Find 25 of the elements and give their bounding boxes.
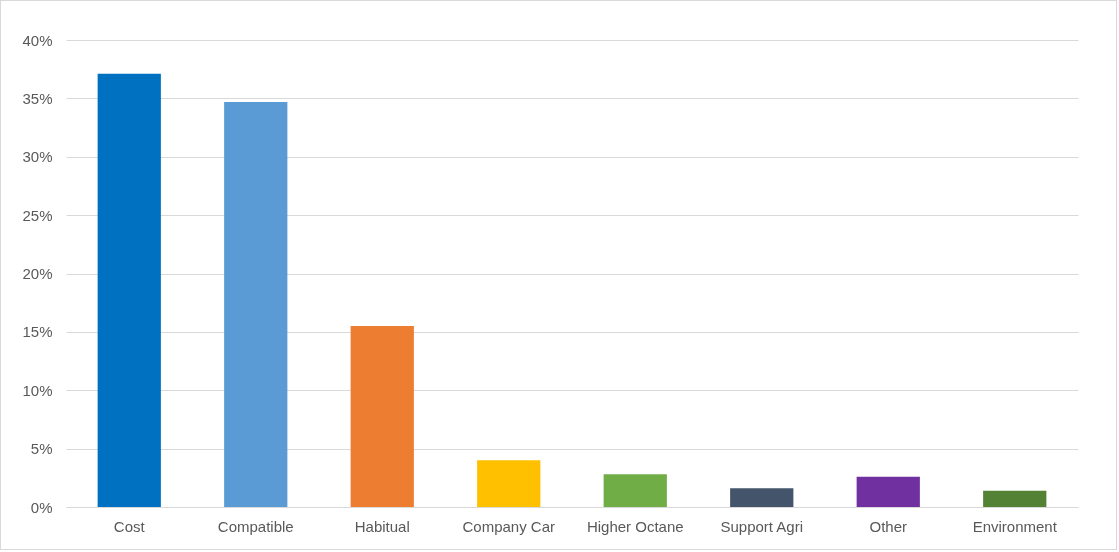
bar [350,326,414,507]
x-tick-label: Habitual [354,517,410,535]
y-tick-label: 15% [22,323,53,341]
bar [730,488,794,507]
y-tick-label: 10% [22,381,53,399]
y-tick-label: 30% [22,148,53,166]
y-tick-label: 5% [30,440,53,458]
bar [983,490,1047,507]
bar [856,476,920,507]
bar [603,474,667,507]
y-tick-label: 40% [22,31,53,49]
y-tick-label: 25% [22,206,53,224]
y-tick-label: 0% [30,498,53,516]
bar [97,73,161,507]
x-tick-label: Other [869,517,908,535]
bar [224,101,288,507]
x-tick-label: Support Agri [720,517,804,535]
x-tick-label: Environment [972,517,1058,535]
x-tick-label: Higher Octane [586,517,684,535]
y-tick-label: 35% [22,89,53,107]
y-tick-label: 20% [22,265,53,282]
bar [477,460,541,507]
x-tick-label: Compatible [217,517,294,535]
x-tick-label: Cost [113,517,146,535]
x-tick-label: Company Car [462,517,556,535]
